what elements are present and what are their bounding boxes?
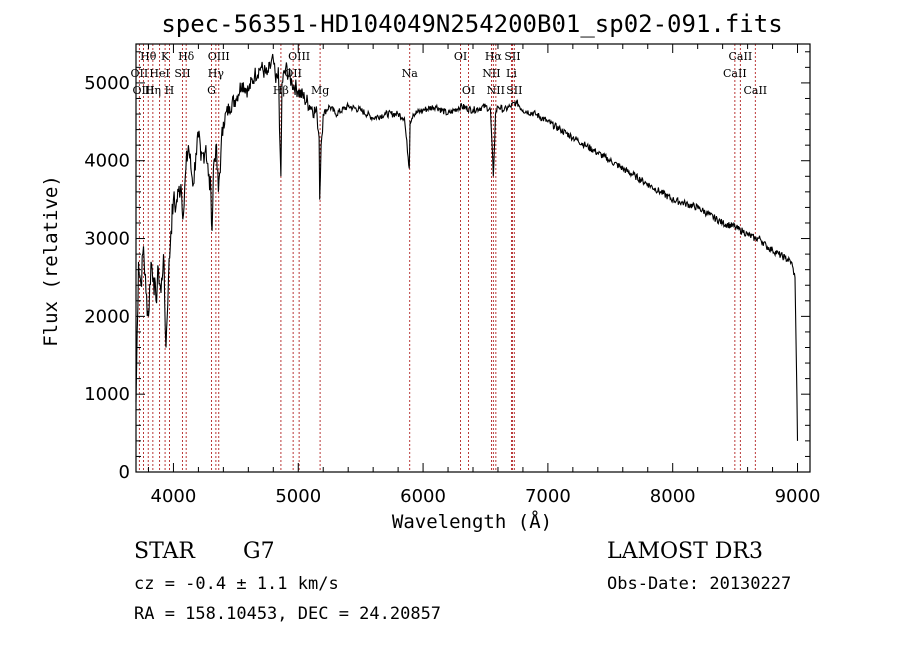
y-tick-label: 0 xyxy=(119,462,130,483)
x-tick-label: 9000 xyxy=(775,486,821,507)
line-annotation: CaII xyxy=(723,67,747,80)
line-annotation: HeI xyxy=(149,67,169,80)
line-annotation: OIII xyxy=(208,50,230,63)
line-annotation: SII xyxy=(504,50,520,63)
line-annotation: Mg xyxy=(311,84,329,97)
y-tick-label: 4000 xyxy=(84,151,130,172)
line-annotation: Hγ xyxy=(208,67,225,80)
x-tick-label: 4000 xyxy=(151,486,197,507)
line-annotation: Hβ xyxy=(273,84,289,97)
line-annotation: OIII xyxy=(288,50,310,63)
x-tick-label: 6000 xyxy=(400,486,446,507)
line-annotation: CaII xyxy=(729,50,753,63)
obs-date: Obs-Date: 20130227 xyxy=(607,574,791,594)
line-annotation: Li xyxy=(506,67,517,80)
x-axis-ticks: 4000 5000 6000 7000 8000 9000 xyxy=(147,44,821,507)
line-annotation: OI xyxy=(454,50,467,63)
y-axis-ticks: 0 1000 2000 3000 4000 5000 xyxy=(84,51,810,483)
redshift-text: cz = -0.4 ± 1.1 km/s xyxy=(134,574,339,594)
x-tick-label: 5000 xyxy=(275,486,321,507)
chart-title: spec-56351-HD104049N254200B01_sp02-091.f… xyxy=(161,10,782,38)
plot-frame xyxy=(135,43,811,473)
line-annotation: OII xyxy=(284,67,302,80)
spectrum-line xyxy=(135,53,799,441)
line-markers xyxy=(138,44,756,472)
x-tick-label: 7000 xyxy=(525,486,571,507)
x-axis-label: Wavelength (Å) xyxy=(392,510,552,533)
y-tick-label: 5000 xyxy=(84,73,130,94)
line-annotation: K xyxy=(161,50,170,63)
line-annotation: SII xyxy=(174,67,190,80)
line-annotation: Na xyxy=(402,67,419,80)
object-class: STAR xyxy=(134,539,196,564)
line-annotation: Hα xyxy=(485,50,503,63)
y-tick-label: 1000 xyxy=(84,384,130,405)
line-annotation: OI xyxy=(462,84,475,97)
line-annotation: H xyxy=(165,84,175,97)
line-annotation: OII xyxy=(131,67,149,80)
line-annotation: CaII xyxy=(743,84,767,97)
line-annotation: Hθ xyxy=(140,50,157,63)
y-axis-label: Flux (relative) xyxy=(40,175,62,347)
object-subclass: G7 xyxy=(243,539,275,564)
survey-name: LAMOST DR3 xyxy=(607,539,763,564)
line-annotation: NII xyxy=(487,84,505,97)
line-annotation: SII xyxy=(506,84,522,97)
line-annotation: Hη xyxy=(145,84,161,97)
line-annotation: Hδ xyxy=(178,50,195,63)
x-tick-label: 8000 xyxy=(650,486,696,507)
line-annotation: OIII xyxy=(132,84,154,97)
coordinates: RA = 158.10453, DEC = 24.20857 xyxy=(134,604,441,624)
line-annotation: NII xyxy=(482,67,500,80)
y-tick-label: 2000 xyxy=(84,306,130,327)
line-annotation: G xyxy=(207,84,216,97)
y-tick-label: 3000 xyxy=(84,229,130,250)
